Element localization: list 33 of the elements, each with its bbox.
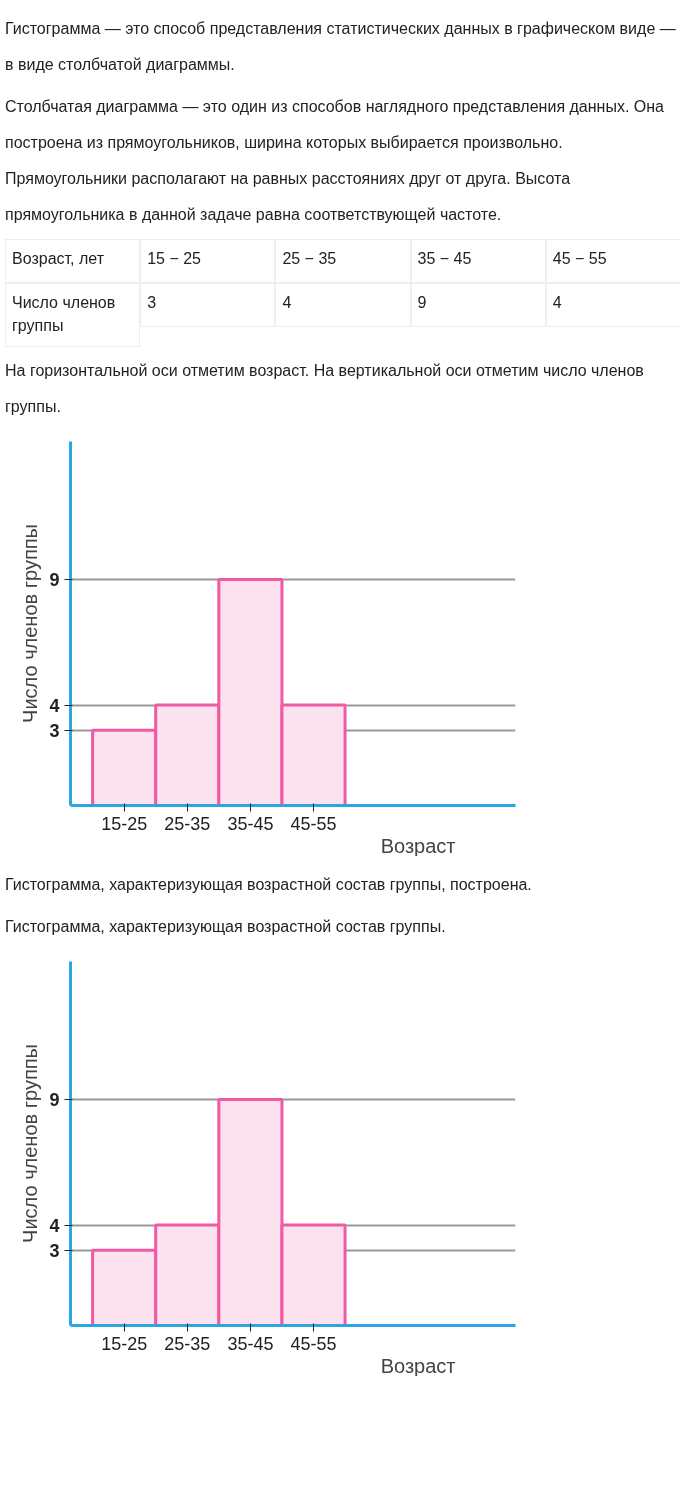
text: Гистограмма, характеризующая возрастной состав группы. — [5, 916, 447, 937]
x-tick-label: 45-55 — [290, 1333, 337, 1354]
y-tick-label: 3 — [49, 1240, 60, 1261]
text: 4 — [275, 283, 411, 327]
text: 45 − 55 — [545, 239, 680, 283]
text: 15 − 25 — [140, 239, 276, 283]
text: Гистограмма, характеризующая возрастной состав группы, построена. — [5, 874, 533, 895]
x-tick-label: 45-55 — [290, 813, 337, 834]
text: 4 — [545, 283, 680, 327]
x-tick-label: 25-35 — [164, 1333, 211, 1354]
y-tick-label: 9 — [49, 1089, 60, 1110]
text: Число членов группы — [5, 283, 141, 347]
text: 9 — [410, 283, 546, 327]
x-axis-title: Возраст — [380, 834, 456, 857]
y-tick-label: 3 — [49, 720, 60, 741]
x-axis-title: Возраст — [380, 1354, 456, 1377]
text: 3 — [140, 283, 276, 327]
x-tick-label: 15-25 — [101, 1333, 148, 1354]
y-axis-title: Число членов группы — [19, 1043, 42, 1243]
x-tick-label: 15-25 — [101, 813, 148, 834]
text: Столбчатая диаграмма — это один из способов наглядного представления данных. Она построена из прямоугольников, ширина которых выбирается произвольно. Прямоугольники располагают на равных расстояниях друг от друга. Высота прямоугольника в данной задаче равна соответствующей частоте. — [5, 97, 665, 225]
y-tick-label: 4 — [49, 1215, 60, 1236]
text: 35 − 45 — [410, 239, 546, 283]
y-tick-label: 4 — [49, 695, 60, 716]
y-tick-label: 9 — [49, 569, 60, 590]
y-axis-title: Число членов группы — [19, 523, 42, 723]
x-tick-label: 35-45 — [227, 813, 274, 834]
x-tick-label: 35-45 — [227, 1333, 274, 1354]
text: Возраст, лет — [5, 239, 141, 283]
text: На горизонтальной оси отметим возраст. На вертикальной оси отметим число членов группы. — [5, 360, 645, 417]
text: Гистограмма — это способ представления статистических данных в графическом виде — в виде столбчатой диаграммы. — [5, 19, 677, 75]
x-tick-label: 25-35 — [164, 813, 211, 834]
text: 25 − 35 — [275, 239, 411, 283]
